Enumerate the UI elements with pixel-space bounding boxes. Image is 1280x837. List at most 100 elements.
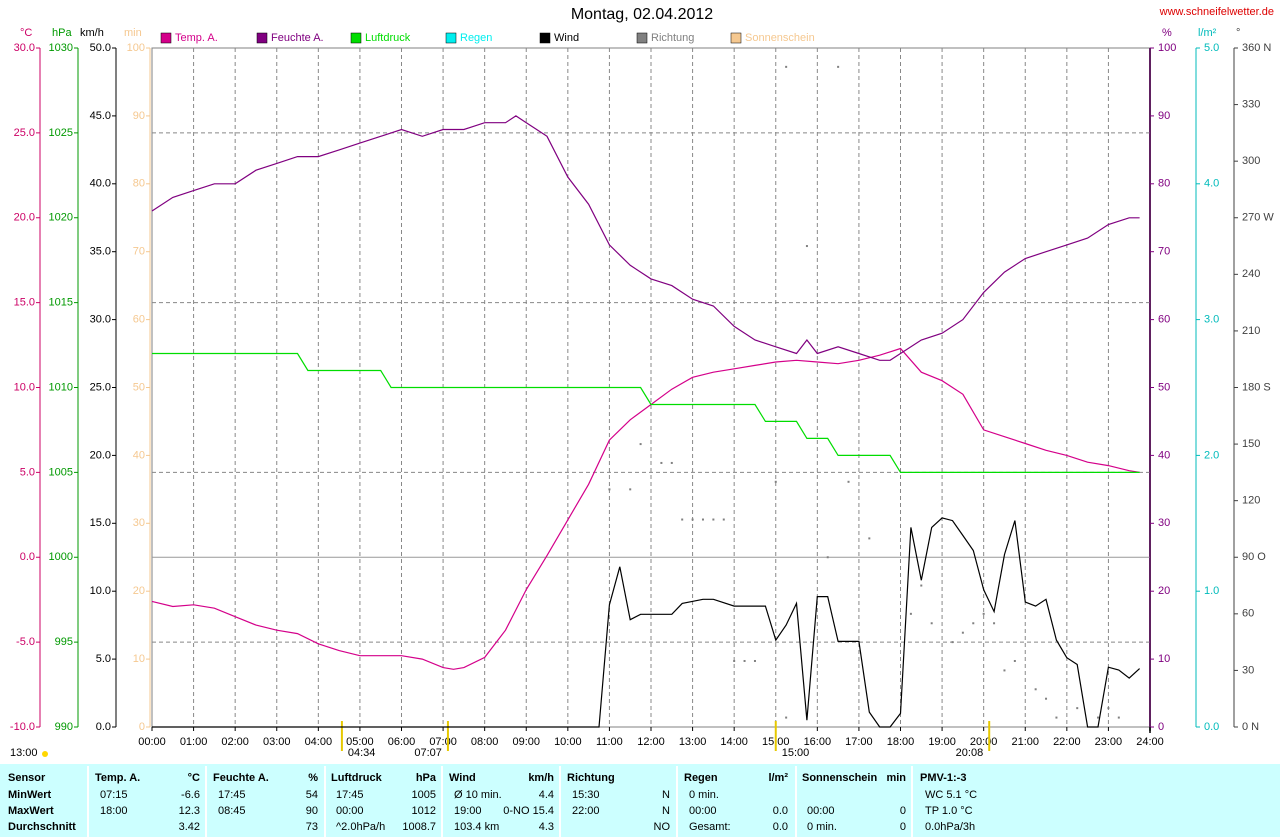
table-cell: Ø 10 min. — [454, 789, 502, 801]
table-cell: 0 — [900, 821, 906, 833]
y-tick-label: 1010 — [49, 381, 73, 393]
table-cell: 08:45 — [218, 805, 246, 817]
direction-dot — [660, 461, 663, 464]
table-cell: 1008.7 — [402, 821, 436, 833]
table-unit: °C — [188, 772, 200, 784]
direction-dot — [868, 537, 871, 540]
legend-label: Richtung — [651, 32, 694, 44]
series-line — [152, 517, 1141, 728]
annotation: 04:34 — [348, 747, 376, 759]
series-line — [151, 115, 1140, 361]
y-tick-label: 5.0 — [96, 653, 111, 665]
y-tick-label: 10.0 — [14, 381, 35, 393]
axis-unit: l/m² — [1198, 27, 1217, 39]
table-cell: 73 — [306, 821, 318, 833]
table-cell: 18:00 — [100, 805, 128, 817]
x-tick-label: 21:00 — [1011, 736, 1039, 748]
x-tick-label: 02:00 — [221, 736, 249, 748]
y-tick-label: 360 N — [1242, 42, 1271, 54]
y-tick-label: 10 — [133, 653, 145, 665]
table-cell: ^2.0hPa/h — [336, 821, 385, 833]
y-tick-label: 1030 — [49, 42, 73, 54]
y-tick-label: 20.0 — [14, 212, 35, 224]
direction-dot — [1013, 659, 1016, 662]
x-tick-label: 08:00 — [471, 736, 499, 748]
direction-dot — [681, 518, 684, 521]
table-cell: 3.42 — [179, 821, 200, 833]
y-tick-label: 15.0 — [90, 517, 111, 529]
y-tick-label: 25.0 — [14, 127, 35, 139]
x-tick-label: 24:00 — [1136, 736, 1164, 748]
y-tick-label: 100 — [127, 42, 145, 54]
direction-dot — [972, 622, 975, 625]
y-tick-label: 1015 — [49, 297, 73, 309]
y-tick-label: 90 O — [1242, 551, 1266, 563]
legend-swatch — [445, 32, 457, 44]
y-tick-label: 300 — [1242, 155, 1260, 167]
y-tick-label: 1020 — [49, 212, 73, 224]
y-tick-label: 60 — [1242, 608, 1254, 620]
y-tick-label: 80 — [133, 178, 145, 190]
direction-dot — [733, 659, 736, 662]
table-unit: hPa — [416, 772, 437, 784]
x-tick-label: 18:00 — [887, 736, 915, 748]
y-tick-label: 20 — [133, 585, 145, 597]
annotation: 13:00 — [10, 747, 38, 759]
direction-dot — [629, 488, 632, 491]
direction-dot — [1003, 669, 1006, 672]
series-line — [152, 352, 1140, 473]
y-tick-label: 90 — [1158, 110, 1170, 122]
y-tick-label: 10.0 — [90, 585, 111, 597]
y-tick-label: 50 — [1158, 381, 1170, 393]
legend-swatch — [350, 32, 362, 44]
direction-dot — [639, 443, 642, 446]
x-tick-label: 22:00 — [1053, 736, 1081, 748]
legend-label: Sonnenschein — [745, 32, 815, 44]
x-tick-label: 06:00 — [388, 736, 416, 748]
table-cell: 00:00 — [807, 805, 835, 817]
x-tick-label: 14:00 — [720, 736, 748, 748]
table-cell: N — [662, 805, 670, 817]
direction-dot — [951, 641, 954, 644]
direction-dot — [920, 584, 923, 587]
y-tick-label: 60 — [1158, 314, 1170, 326]
legend-swatch — [256, 32, 268, 44]
direction-dot — [1034, 688, 1037, 691]
direction-dot — [743, 659, 746, 662]
axis-unit: °C — [20, 27, 32, 39]
table-cell: 22:00 — [572, 805, 600, 817]
table-cell: 12.3 — [179, 805, 200, 817]
y-tick-label: 70 — [133, 246, 145, 258]
table-cell: 0-NO 15.4 — [503, 805, 554, 817]
table-cell: 1012 — [412, 805, 436, 817]
table-header: Feuchte A. — [213, 772, 269, 784]
table-cell: Gesamt: — [689, 821, 731, 833]
annotation: 20:08 — [956, 747, 984, 759]
y-tick-label: 15.0 — [14, 297, 35, 309]
table-header: PMV-1:-3 — [920, 772, 966, 784]
direction-dot — [1045, 697, 1048, 700]
summary-table: Sensor MinWert MaxWert Durchschnitt Temp. A.… — [8, 766, 977, 837]
annotation: 15:00 — [782, 747, 810, 759]
legend-swatch — [539, 32, 551, 44]
direction-dot — [608, 488, 611, 491]
y-tick-label: 330 — [1242, 98, 1260, 110]
table-cell: MinWert — [8, 789, 52, 801]
x-tick-label: 11:00 — [596, 736, 623, 748]
table-unit: l/m² — [768, 772, 788, 784]
table-header: Luftdruck — [331, 772, 383, 784]
table-cell: 4.4 — [539, 789, 554, 801]
direction-dot — [670, 461, 673, 464]
y-tick-label: 30 — [133, 517, 145, 529]
direction-dot — [993, 622, 996, 625]
y-tick-label: 40 — [133, 449, 145, 461]
y-tick-label: 270 W — [1242, 212, 1274, 224]
table-cell: WC 5.1 °C — [925, 789, 977, 801]
axis-unit: km/h — [80, 27, 104, 39]
x-tick-label: 20:00 — [970, 736, 998, 748]
y-tick-label: 240 — [1242, 268, 1260, 280]
direction-dot — [1055, 716, 1058, 719]
y-tick-label: 50.0 — [90, 42, 111, 54]
axis-unit: ° — [1236, 27, 1240, 39]
